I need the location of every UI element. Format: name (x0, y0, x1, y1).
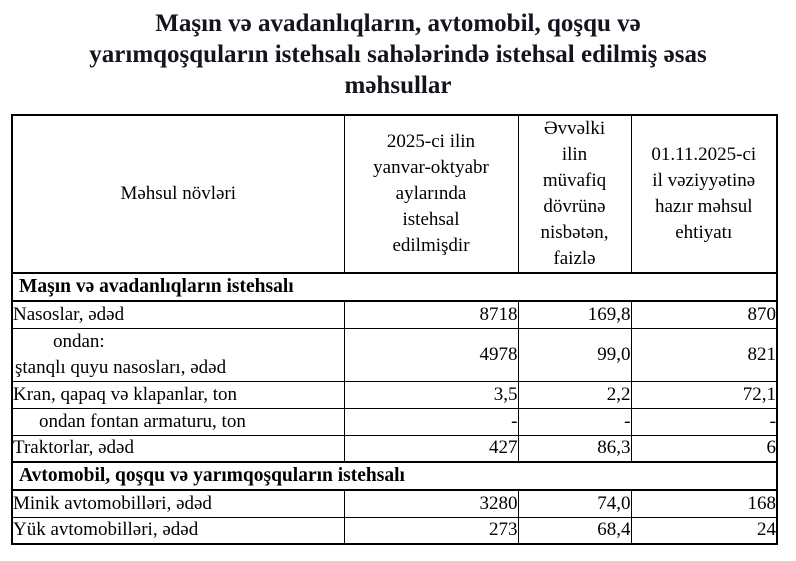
product-label: Yük avtomobilləri, ədəd (11, 516, 345, 545)
percent-value: 74,0 (517, 489, 632, 518)
product-label: ondan: ştanqlı quyu nasosları, ədəd (11, 327, 345, 382)
section-label: Maşın və avadanlıqların istehsalı (11, 272, 778, 302)
page-title: Maşın və avadanlıqların, avtomobil, qoşq… (89, 10, 707, 99)
stock-value: 6 (630, 434, 778, 463)
produced-value: 8718 (343, 300, 519, 329)
table-row-pumps: Nasoslar, ədəd 8718 169,8 870 (11, 300, 778, 329)
percent-value: 169,8 (517, 300, 632, 329)
product-label: ondan fontan armaturu, ton (11, 407, 345, 436)
stock-value: 24 (630, 516, 778, 545)
table-row-sucker-rod-well-pumps: ondan: ştanqlı quyu nasosları, ədəd 4978… (11, 327, 778, 382)
product-label: Traktorlar, ədəd (11, 434, 345, 463)
header-product-types: Məhsul növləri (11, 114, 345, 274)
stock-value: - (630, 407, 778, 436)
percent-value: 86,3 (517, 434, 632, 463)
table-row-fountain-fittings: ondan fontan armaturu, ton - - - (11, 407, 778, 436)
stock-value: 168 (630, 489, 778, 518)
produced-value: 273 (343, 516, 519, 545)
product-label-intro: ondan: (53, 330, 105, 352)
header-percent-vs-previous-year: Əvvəlki ilin müvafiq dövrünə nisbətən, f… (517, 114, 632, 274)
product-label: Minik avtomobilləri, ədəd (11, 489, 345, 518)
produced-value: 427 (343, 434, 519, 463)
section-machinery-equipment: Maşın və avadanlıqların istehsalı (11, 272, 778, 302)
stock-value: 870 (630, 300, 778, 329)
table-header-row: Məhsul növləri 2025-ci ilin yanvar-oktya… (11, 114, 778, 274)
section-label: Avtomobil, qoşqu və yarımqoşquların iste… (11, 461, 778, 491)
product-label: Nasoslar, ədəd (11, 300, 345, 329)
produced-value: 3280 (343, 489, 519, 518)
table-row-trucks: Yük avtomobilləri, ədəd 273 68,4 24 (11, 516, 778, 545)
section-automobiles-trailers: Avtomobil, qoşqu və yarımqoşquların iste… (11, 461, 778, 491)
products-table: Məhsul növləri 2025-ci ilin yanvar-oktya… (11, 114, 778, 545)
document-page: Maşın və avadanlıqların, avtomobil, qoşq… (0, 8, 796, 561)
stock-value: 72,1 (630, 380, 778, 409)
percent-value: 2,2 (517, 380, 632, 409)
produced-value: 3,5 (343, 380, 519, 409)
header-finished-stock-01-11-2025: 01.11.2025-ci il vəziyyətinə hazır məhsu… (630, 114, 778, 274)
table-row-tractors: Traktorlar, ədəd 427 86,3 6 (11, 434, 778, 463)
header-produced-jan-oct-2025: 2025-ci ilin yanvar-oktyabr aylarında is… (343, 114, 519, 274)
percent-value: - (517, 407, 632, 436)
stock-value: 821 (630, 327, 778, 382)
produced-value: 4978 (343, 327, 519, 382)
produced-value: - (343, 407, 519, 436)
product-label: Kran, qapaq və klapanlar, ton (11, 380, 345, 409)
table-row-valves-caps: Kran, qapaq və klapanlar, ton 3,5 2,2 72… (11, 380, 778, 409)
product-label-sub: ştanqlı quyu nasosları, ədəd (15, 356, 227, 378)
table-row-passenger-cars: Minik avtomobilləri, ədəd 3280 74,0 168 (11, 489, 778, 518)
percent-value: 68,4 (517, 516, 632, 545)
percent-value: 99,0 (517, 327, 632, 382)
